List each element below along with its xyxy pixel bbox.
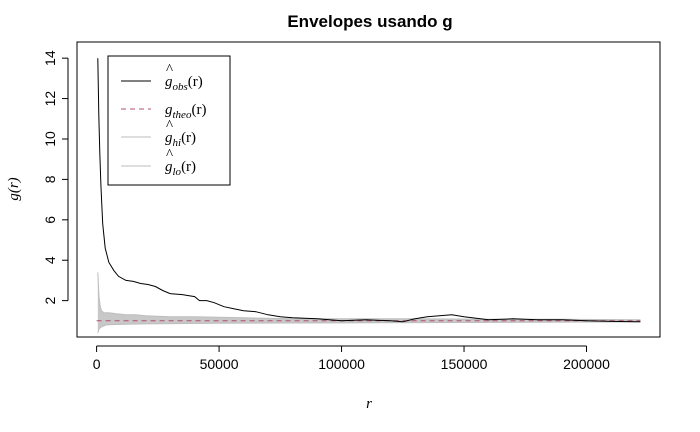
y-axis: 2 4 6 8 10 12 14: [42, 50, 69, 305]
chart-title: Envelopes usando g: [287, 12, 452, 31]
x-tick-label: 0: [93, 356, 101, 372]
legend-hat-lo: ^: [166, 147, 173, 163]
series-obs-line: [97, 58, 641, 323]
x-tick-label: 100000: [318, 356, 365, 372]
legend-box: [107, 55, 231, 186]
y-tick-label: 8: [42, 175, 58, 183]
x-tick-label: 200000: [563, 356, 610, 372]
x-tick-label: 150000: [441, 356, 488, 372]
y-tick-label: 12: [42, 91, 58, 107]
series-lines: [96, 58, 641, 334]
y-tick-label: 6: [42, 216, 58, 224]
legend: gobs(r)^gtheo(r)ghi(r)^glo(r)^: [107, 55, 231, 186]
y-axis-label: g(r): [6, 177, 22, 200]
legend-hat-hi: ^: [166, 118, 173, 134]
x-axis: 0 50000 100000 150000 200000: [93, 345, 610, 372]
series-lo-line: [97, 321, 641, 334]
x-axis-label: r: [366, 396, 372, 412]
y-tick-label: 14: [42, 50, 58, 66]
plot-frame: [76, 41, 661, 338]
legend-label-hi: ghi(r): [165, 130, 196, 149]
series-hi-line: [97, 272, 641, 321]
y-tick-label: 10: [42, 131, 58, 147]
legend-hat-obs: ^: [166, 62, 173, 78]
x-tick-label: 50000: [200, 356, 239, 372]
y-tick-label: 4: [42, 256, 58, 264]
y-tick-label: 2: [42, 297, 58, 305]
legend-label-lo: glo(r): [165, 159, 196, 178]
legend-label-theo: gtheo(r): [165, 102, 206, 121]
legend-label-obs: gobs(r): [165, 74, 203, 93]
